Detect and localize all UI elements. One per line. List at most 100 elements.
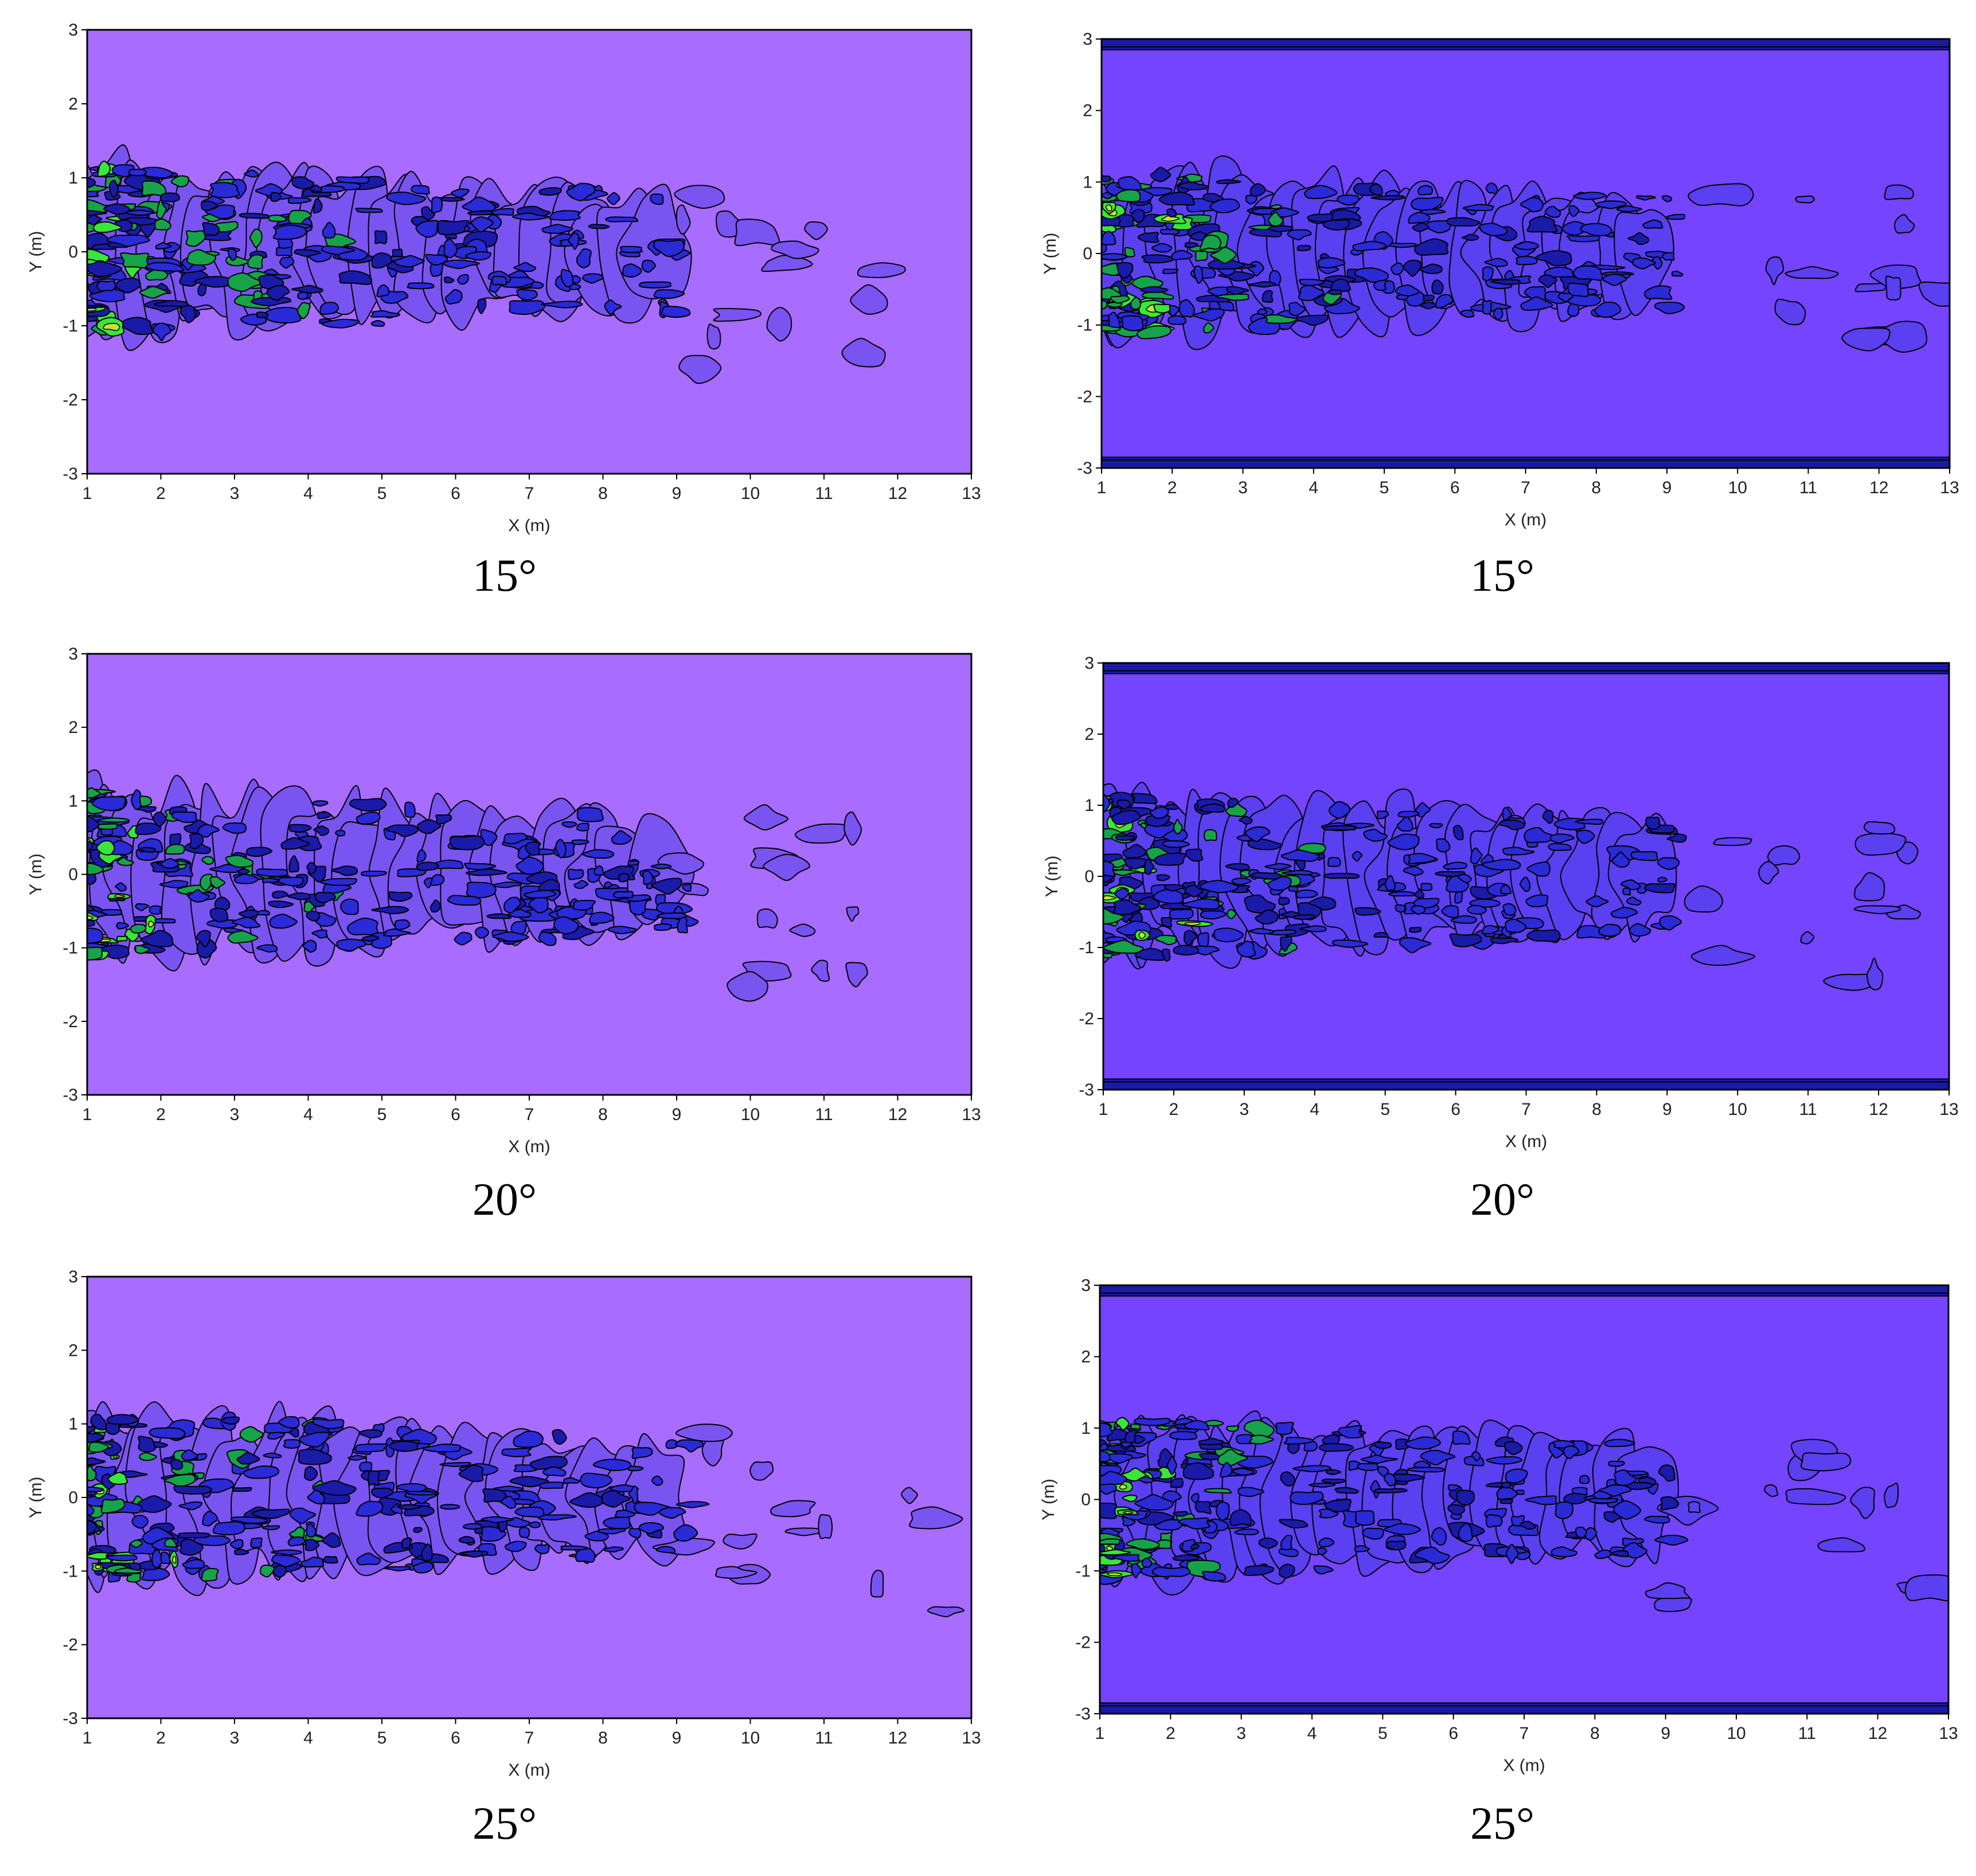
vortex-cell <box>639 1522 665 1534</box>
vortex-cell <box>256 868 288 877</box>
vortex-cell <box>1397 810 1420 818</box>
vortex-cell <box>1417 185 1433 196</box>
vortex-core <box>103 323 120 331</box>
vortex-cell <box>1431 279 1444 295</box>
wall-band-bottom <box>1103 1078 1949 1090</box>
vortex-cell <box>321 245 356 255</box>
vortex-cell <box>553 916 579 935</box>
y-tick-label: 1 <box>68 791 78 810</box>
vortex-cell <box>481 1516 514 1523</box>
vortex-cell <box>243 169 259 178</box>
vortex-cell <box>1231 877 1252 886</box>
vortex-cell <box>164 1538 177 1548</box>
vortex-cell <box>287 1536 306 1547</box>
vortex-structures <box>1100 1417 1689 1585</box>
vortex-cell <box>1338 1425 1362 1439</box>
wake-patch <box>770 1500 816 1518</box>
wake-patch <box>1774 298 1806 326</box>
vortex-cell <box>138 1436 156 1453</box>
vortex-cell <box>87 1465 97 1481</box>
vortex-cell <box>1415 1546 1450 1565</box>
vortex-cell <box>1387 243 1417 248</box>
x-tick-label: 12 <box>888 484 907 503</box>
vortex-cell <box>1454 891 1463 904</box>
vortex-cell <box>480 829 498 847</box>
vortex-cell <box>1162 268 1179 274</box>
vortex-cell <box>1629 923 1651 937</box>
vortex-cell <box>256 944 278 953</box>
vortex-cell <box>114 1567 143 1574</box>
vortex-cell <box>87 863 104 875</box>
vortex-cell <box>1584 1527 1598 1541</box>
vortex-cell <box>1598 923 1622 937</box>
vortex-cell <box>1504 1441 1523 1456</box>
vortex-cell <box>311 929 328 939</box>
y-tick-label: -1 <box>63 1562 78 1581</box>
vortex-cell <box>576 248 592 268</box>
x-tick-label: 2 <box>1169 1100 1179 1119</box>
vortex-cell <box>371 252 393 269</box>
vortex-cell <box>1215 293 1249 301</box>
vortex-cell <box>429 899 441 913</box>
vortex-cell <box>682 883 692 892</box>
vortex-cell <box>604 299 622 315</box>
wake-patch <box>794 823 849 844</box>
vortex-cell <box>1551 1546 1578 1558</box>
vortex-cell <box>1184 1419 1210 1430</box>
vortex-cell <box>642 870 654 885</box>
vortex-cell <box>97 161 111 177</box>
vortex-cell <box>1162 840 1190 848</box>
vortex-cell <box>1519 1520 1536 1530</box>
vortex-cell <box>1407 1467 1446 1473</box>
vortex-cell <box>1304 185 1338 200</box>
vortex-cell <box>370 319 385 327</box>
vortex-cell <box>1115 835 1135 841</box>
vortex-cell <box>1103 794 1111 813</box>
vortex-cell <box>1163 804 1178 810</box>
vortex-cell <box>1210 247 1237 264</box>
vortex-cell <box>160 858 179 869</box>
y-tick-label: -1 <box>1077 316 1092 335</box>
vortex-core <box>95 1565 101 1570</box>
vortex-cell <box>385 824 419 837</box>
vortex-cell <box>370 310 401 318</box>
vortex-cell <box>1616 205 1642 212</box>
vortex-cell <box>528 1521 541 1528</box>
x-tick-label: 10 <box>1727 1724 1745 1743</box>
y-tick-label: 3 <box>1084 654 1094 673</box>
x-tick-label: 2 <box>156 484 166 503</box>
vortex-cell <box>1227 909 1237 919</box>
vortex-cell <box>130 789 142 810</box>
wake-patch <box>909 1506 963 1530</box>
x-tick-label: 3 <box>230 484 240 503</box>
x-tick-label: 3 <box>230 1729 240 1748</box>
x-tick-label: 2 <box>156 1729 166 1748</box>
vortex-cell <box>1163 884 1185 892</box>
y-tick-label: -2 <box>63 1012 78 1031</box>
vortex-cell <box>1100 1538 1120 1545</box>
vortex-cell <box>279 256 295 269</box>
vortex-cell <box>87 190 99 197</box>
vortex-cell <box>268 900 294 908</box>
vortex-cell <box>87 1503 95 1516</box>
vortex-cell <box>542 1466 567 1477</box>
x-tick-label: 11 <box>1799 1100 1817 1119</box>
vortex-cell <box>120 252 150 269</box>
vortex-cell <box>1124 247 1135 258</box>
vortex-cell <box>128 169 147 177</box>
vortex-cell <box>106 1414 139 1425</box>
vortex-cell <box>513 262 537 272</box>
x-tick-label: 4 <box>1310 1100 1319 1119</box>
vortex-cell <box>149 905 162 915</box>
contour-field <box>87 144 906 384</box>
vortex-cell <box>238 909 259 918</box>
vortex-cell <box>1108 311 1121 328</box>
wake-patch <box>1684 885 1723 913</box>
vortex-cell <box>1431 1527 1447 1546</box>
vortex-cell <box>1323 872 1360 879</box>
vortex-cell <box>87 816 100 833</box>
wake-patch <box>657 852 704 875</box>
vortex-cell <box>1620 879 1641 891</box>
vortex-cell <box>237 868 251 875</box>
vortex-cell <box>269 914 298 929</box>
